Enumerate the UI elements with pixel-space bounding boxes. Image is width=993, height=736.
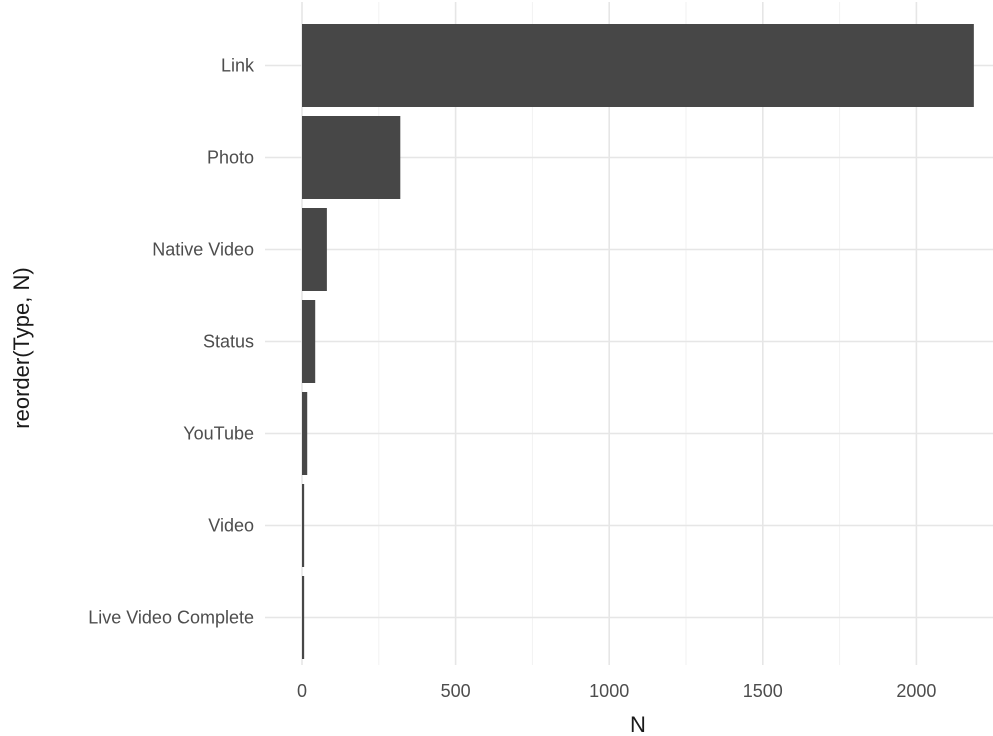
x-tick-label: 500 <box>441 681 471 701</box>
bar-video <box>302 484 305 567</box>
x-tick-label: 0 <box>297 681 307 701</box>
y-tick-label: Native Video <box>152 240 254 260</box>
bars <box>302 24 974 659</box>
bar-photo <box>302 116 401 199</box>
y-tick-label: Photo <box>207 148 254 168</box>
y-tick-labels: Link Photo Native Video Status YouTube Video L… <box>88 56 255 628</box>
y-tick-label: YouTube <box>183 424 254 444</box>
x-tick-label: 2000 <box>896 681 936 701</box>
x-axis-title: N <box>630 712 646 736</box>
bar-status <box>302 300 316 383</box>
bar-link <box>302 24 974 107</box>
y-tick-label: Link <box>221 56 255 76</box>
y-tick-label: Status <box>203 332 254 352</box>
y-tick-label: Video <box>208 516 254 536</box>
bar-youtube <box>302 392 308 475</box>
x-tick-labels: 0 500 1000 1500 2000 <box>297 681 936 701</box>
x-tick-label: 1000 <box>589 681 629 701</box>
y-axis-title: reorder(Type, N) <box>9 267 34 428</box>
x-tick-label: 1500 <box>743 681 783 701</box>
y-tick-label: Live Video Complete <box>88 608 254 628</box>
bar-live-video-complete <box>302 576 305 659</box>
bar-native-video <box>302 208 327 291</box>
